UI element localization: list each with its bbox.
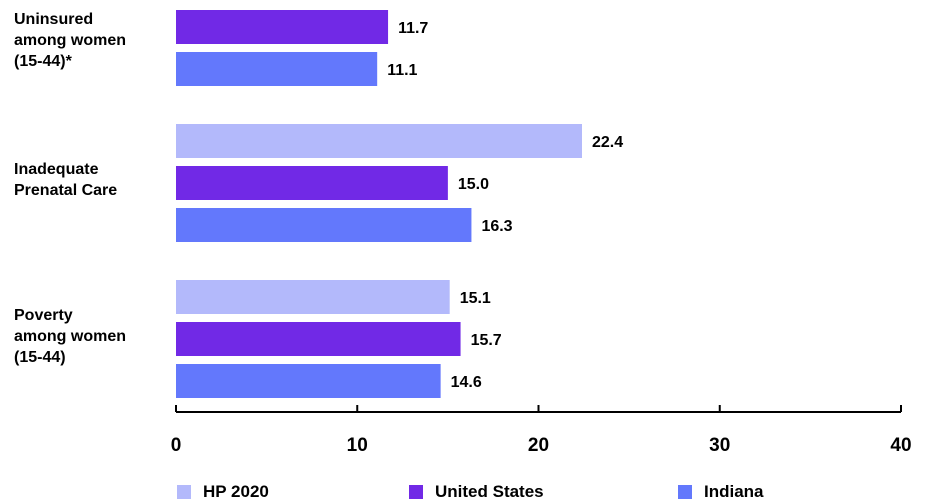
- data-label-indiana-poverty: 14.6: [451, 374, 482, 391]
- category-label-poverty: Poverty among women (15-44): [14, 307, 127, 366]
- data-label-indiana-uninsured: 11.1: [387, 62, 417, 79]
- legend-label-hp-2020: HP 2020: [203, 482, 269, 501]
- x-tick-label-0: 0: [171, 435, 182, 456]
- data-label-united-states-prenatal-care: 15.0: [458, 176, 489, 193]
- data-label-united-states-poverty: 15.7: [471, 332, 502, 349]
- bar-indiana-uninsured: [176, 52, 378, 86]
- legend-label-indiana: Indiana: [704, 482, 764, 501]
- legend-swatch-indiana: [678, 485, 692, 499]
- legend: HP 2020 United States Indiana: [0, 481, 930, 503]
- x-tick-label-40: 40: [890, 435, 911, 456]
- category-label-prenatal-care: Inadequate Prenatal Care: [14, 161, 118, 199]
- data-label-united-states-uninsured: 11.7: [398, 20, 428, 37]
- bar-hp-2020-poverty: [176, 280, 450, 314]
- bar-united-states-uninsured: [176, 10, 389, 44]
- data-label-hp-2020-poverty: 15.1: [460, 290, 491, 307]
- bar-indiana-prenatal-care: [176, 208, 472, 242]
- bar-hp-2020-prenatal-care: [176, 124, 582, 158]
- data-label-hp-2020-prenatal-care: 22.4: [592, 134, 623, 151]
- bar-united-states-prenatal-care: [176, 166, 448, 200]
- legend-item-indiana: Indiana: [678, 481, 764, 503]
- x-tick-label-20: 20: [528, 435, 549, 456]
- legend-label-united-states: United States: [435, 482, 544, 501]
- legend-swatch-hp-2020: [177, 485, 191, 499]
- data-label-indiana-prenatal-care: 16.3: [481, 218, 512, 235]
- x-tick-label-10: 10: [347, 435, 368, 456]
- x-tick-label-30: 30: [709, 435, 730, 456]
- bar-indiana-poverty: [176, 364, 441, 398]
- legend-swatch-united-states: [409, 485, 423, 499]
- legend-item-hp-2020: HP 2020: [177, 481, 269, 503]
- bar-united-states-poverty: [176, 322, 461, 356]
- legend-item-united-states: United States: [409, 481, 544, 503]
- category-label-uninsured: Uninsured among women (15-44)*: [14, 11, 127, 70]
